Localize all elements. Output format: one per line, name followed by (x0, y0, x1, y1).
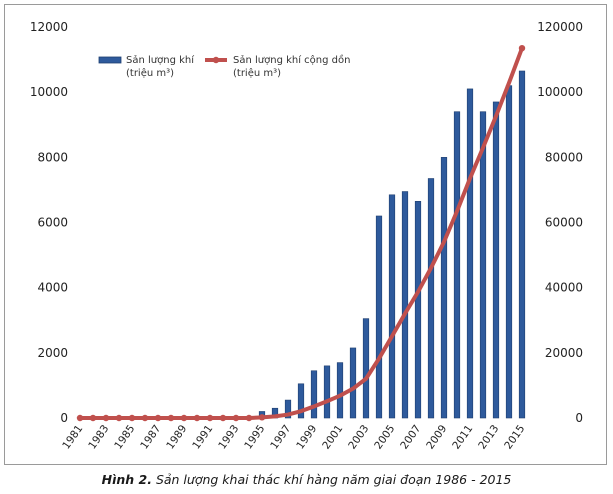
line-point-2015 (518, 44, 526, 52)
x-axis-ticks: 1981 1983 1985 1987 1989 1991 1993 1995 1997 1999… (60, 423, 527, 452)
bar-2010 (453, 111, 461, 419)
bar-series (258, 70, 526, 419)
bar-2000 (323, 365, 331, 419)
legend: Sản lượng khí (triệu m³) Sản lượng khí c… (98, 54, 350, 79)
x-tick-label: 2013 (476, 423, 501, 452)
x-tick-label: 1987 (138, 423, 163, 452)
line-point-1992 (219, 414, 227, 422)
right-tick-label: 60000 (545, 216, 583, 230)
right-tick-label: 0 (575, 411, 583, 425)
line-point-1982 (89, 414, 97, 422)
left-tick-label: 12000 (30, 20, 68, 34)
caption-label: Hình 2. (101, 472, 152, 487)
bar-2007 (414, 201, 422, 419)
bar-2009 (440, 157, 448, 419)
x-tick-label: 1981 (60, 423, 85, 452)
line-point-1984 (115, 414, 123, 422)
right-tick-label: 120000 (537, 20, 583, 34)
bar-1999 (310, 370, 318, 419)
x-tick-label: 1993 (216, 423, 241, 452)
legend-bar-label: Sản lượng khí (126, 54, 195, 66)
line-point-1990 (193, 414, 201, 422)
x-tick-label: 1983 (86, 423, 111, 452)
line-point-1989 (180, 414, 188, 422)
x-tick-label: 2015 (502, 423, 527, 452)
bar-2003 (362, 318, 370, 419)
bar-2001 (336, 362, 344, 419)
line-point-1983 (102, 414, 110, 422)
left-tick-label: 8000 (37, 150, 68, 164)
line-point-1985 (128, 414, 136, 422)
bar-2002 (349, 347, 357, 419)
left-tick-label: 4000 (37, 281, 68, 295)
bar-2008 (427, 178, 435, 419)
x-tick-label: 2003 (346, 423, 371, 452)
left-tick-label: 2000 (37, 346, 68, 360)
left-axis-ticks: 0 2000 4000 6000 8000 10000 12000 (30, 20, 68, 425)
x-tick-label: 1985 (112, 423, 137, 452)
x-tick-label: 2001 (320, 423, 345, 452)
line-series (76, 44, 526, 422)
left-tick-label: 0 (60, 411, 68, 425)
bar-2005 (388, 194, 396, 419)
legend-line-marker (212, 56, 220, 64)
x-tick-label: 2011 (450, 423, 475, 452)
bar-1998 (297, 383, 305, 419)
legend-line-label: Sản lượng khí cộng dồn (233, 54, 350, 66)
right-tick-label: 40000 (545, 281, 583, 295)
bar-2012 (479, 111, 487, 419)
bar-2015 (518, 70, 526, 419)
bar-2014 (505, 85, 513, 419)
cumulative-line (78, 46, 524, 420)
line-point-1993 (232, 414, 240, 422)
legend-bar-swatch (98, 56, 122, 64)
x-tick-label: 1991 (190, 423, 215, 452)
line-point-1994 (245, 414, 253, 422)
right-tick-label: 100000 (537, 85, 583, 99)
legend-bar-unit: (triệu m³) (126, 67, 174, 79)
figure-caption: Hình 2. Sản lượng khai thác khí hàng năm… (0, 472, 613, 487)
line-point-1995 (258, 414, 266, 421)
line-point-1986 (141, 414, 149, 422)
right-tick-label: 20000 (545, 346, 583, 360)
x-tick-label: 2005 (372, 423, 397, 452)
line-point-1988 (167, 414, 175, 422)
x-tick-label: 1989 (164, 423, 189, 452)
bar-2004 (375, 215, 383, 419)
left-tick-label: 10000 (30, 85, 68, 99)
x-tick-label: 1997 (268, 423, 293, 452)
gas-production-chart: 0 2000 4000 6000 8000 10000 12000 0 20000 40000 6… (30, 20, 583, 452)
right-axis-ticks: 0 20000 40000 60000 80000 100000 120000 (537, 20, 583, 425)
chart-frame (4, 4, 607, 465)
x-tick-label: 1995 (242, 423, 267, 452)
line-point-1987 (154, 414, 162, 422)
left-tick-label: 6000 (37, 216, 68, 230)
right-tick-label: 80000 (545, 150, 583, 164)
bar-2011 (466, 88, 474, 419)
x-tick-label: 2009 (424, 423, 449, 452)
x-tick-label: 2007 (398, 423, 423, 452)
bar-1997 (284, 399, 292, 419)
bar-2006 (401, 191, 409, 419)
line-point-1991 (206, 414, 214, 422)
line-point-1981 (76, 414, 84, 422)
legend-line-unit: (triệu m³) (233, 67, 281, 79)
caption-text: Sản lượng khai thác khí hàng năm giai đo… (155, 472, 512, 487)
x-tick-label: 1999 (294, 423, 319, 452)
bar-2013 (492, 101, 500, 419)
